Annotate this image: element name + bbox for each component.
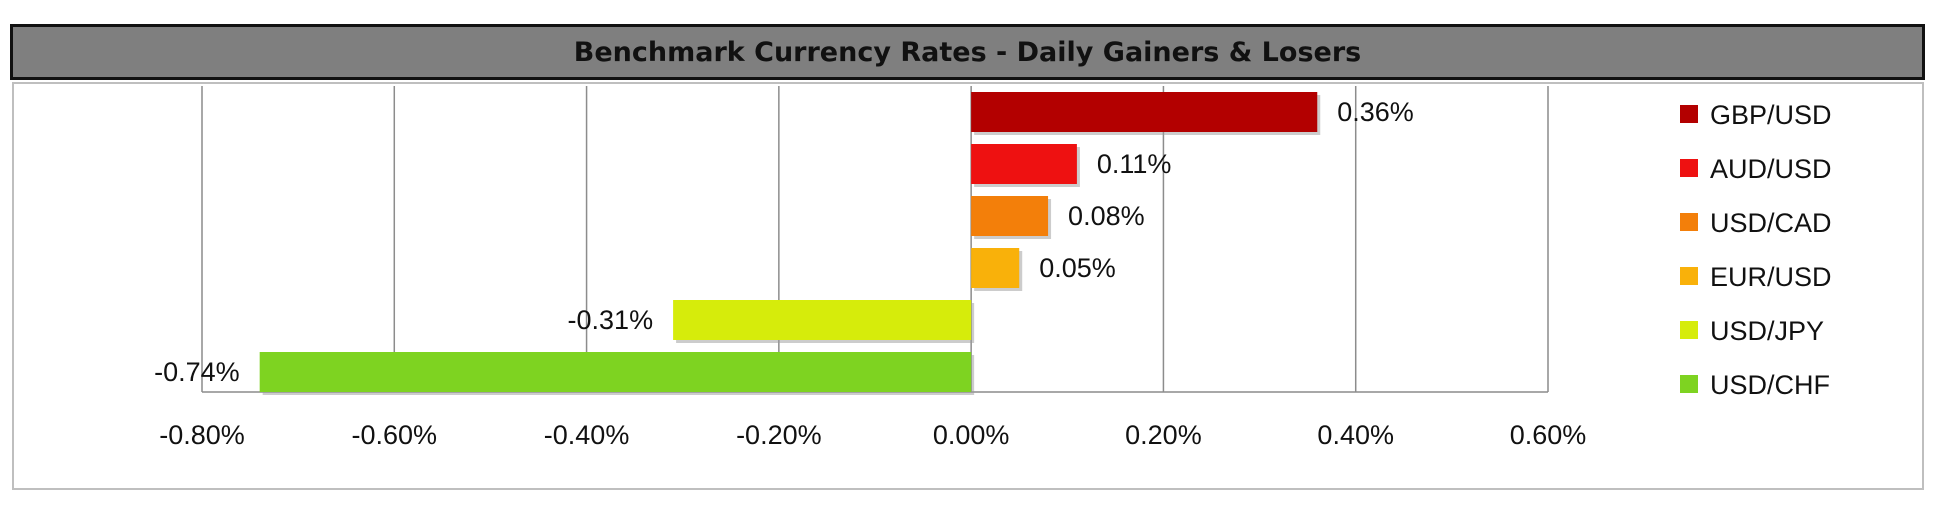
legend-swatch bbox=[1680, 213, 1698, 231]
data-label: 0.36% bbox=[1337, 97, 1414, 127]
x-tick-label: 0.60% bbox=[1510, 420, 1587, 450]
data-label: 0.08% bbox=[1068, 201, 1145, 231]
x-tick-label: 0.00% bbox=[933, 420, 1010, 450]
data-labels: 0.36% 0.11% 0.08% 0.05% -0.31% -0.74% bbox=[154, 97, 1414, 387]
data-label: -0.31% bbox=[568, 305, 654, 335]
x-tick-label: 0.20% bbox=[1125, 420, 1202, 450]
x-tick-label: -0.60% bbox=[352, 420, 438, 450]
bar-usd-chf bbox=[259, 352, 972, 392]
x-tick-labels: -0.80% -0.60% -0.40% -0.20% 0.00% 0.20% 0.40% 0… bbox=[159, 420, 1586, 450]
legend-swatch bbox=[1680, 159, 1698, 177]
x-tick-label: -0.20% bbox=[736, 420, 822, 450]
legend-label: USD/CHF bbox=[1710, 370, 1830, 400]
bars bbox=[259, 92, 1321, 395]
bar-gbp-usd bbox=[971, 92, 1318, 132]
data-label: -0.74% bbox=[154, 357, 240, 387]
legend-label: AUD/USD bbox=[1710, 154, 1832, 184]
gridlines bbox=[201, 86, 1549, 393]
legend-label: GBP/USD bbox=[1710, 100, 1832, 130]
legend-swatch bbox=[1680, 321, 1698, 339]
x-tick-label: 0.40% bbox=[1317, 420, 1394, 450]
bar-eur-usd bbox=[971, 248, 1020, 288]
legend: GBP/USD AUD/USD USD/CAD EUR/USD USD/JPY USD/C… bbox=[1680, 100, 1832, 400]
chart-title: Benchmark Currency Rates - Daily Gainers… bbox=[573, 36, 1362, 68]
chart-title-bar: Benchmark Currency Rates - Daily Gainers… bbox=[10, 24, 1925, 80]
bar-usd-cad bbox=[971, 196, 1049, 236]
x-tick-label: -0.80% bbox=[159, 420, 245, 450]
chart-area bbox=[12, 82, 1924, 490]
data-label: 0.05% bbox=[1039, 253, 1116, 283]
legend-swatch bbox=[1680, 105, 1698, 123]
legend-label: USD/CAD bbox=[1710, 208, 1832, 238]
legend-swatch bbox=[1680, 267, 1698, 285]
data-label: 0.11% bbox=[1097, 149, 1172, 179]
legend-label: USD/JPY bbox=[1710, 316, 1824, 346]
legend-swatch bbox=[1680, 375, 1698, 393]
bar-aud-usd bbox=[971, 144, 1077, 184]
x-tick-label: -0.40% bbox=[544, 420, 630, 450]
legend-label: EUR/USD bbox=[1710, 262, 1832, 292]
bar-usd-jpy bbox=[673, 300, 972, 340]
